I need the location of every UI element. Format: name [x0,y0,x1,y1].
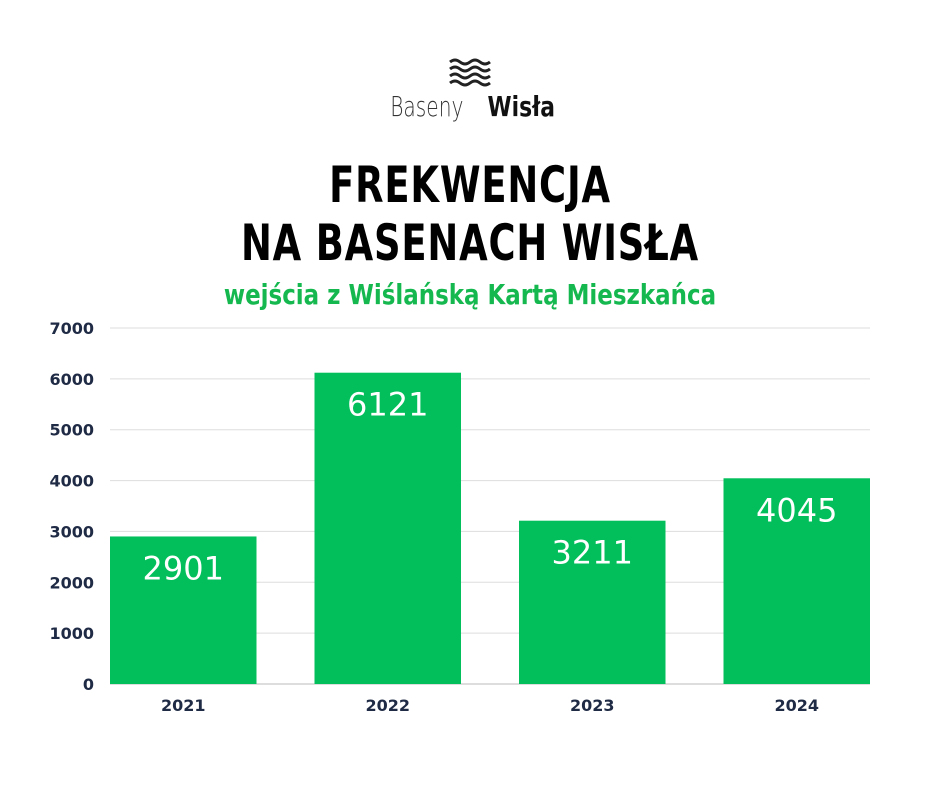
bar [723,478,870,684]
data-label: 6121 [347,386,428,424]
y-tick-label: 0 [83,675,94,694]
logo: Baseny Wisła [0,58,940,123]
page-title-line-1: FREKWENCJA [329,156,611,214]
y-tick-label: 1000 [49,624,94,643]
y-tick-label: 7000 [49,319,94,338]
x-tick-label: 2023 [570,696,615,715]
data-label: 4045 [756,491,837,529]
y-tick-label: 3000 [49,522,94,541]
y-tick-label: 4000 [49,472,94,491]
bar [314,372,461,684]
y-tick-label: 2000 [49,573,94,592]
bar [110,536,257,684]
brand-name-light: Baseny [390,90,464,123]
data-label: 2901 [143,549,224,587]
chart-subtitle: wejścia z Wiślańską Kartą Mieszkańca [223,278,717,311]
brand-name-bold: Wisła [487,90,555,123]
y-tick-label: 5000 [49,421,94,440]
waves-icon [449,58,491,87]
x-tick-label: 2022 [365,696,410,715]
bar [519,520,666,684]
x-tick-label: 2021 [161,696,206,715]
brand-name: Baseny Wisła [0,90,940,123]
data-label: 3211 [552,534,633,572]
page-title-line-2: NA BASENACH WISŁA [240,214,700,272]
x-tick-label: 2024 [774,696,819,715]
y-tick-label: 6000 [49,370,94,389]
